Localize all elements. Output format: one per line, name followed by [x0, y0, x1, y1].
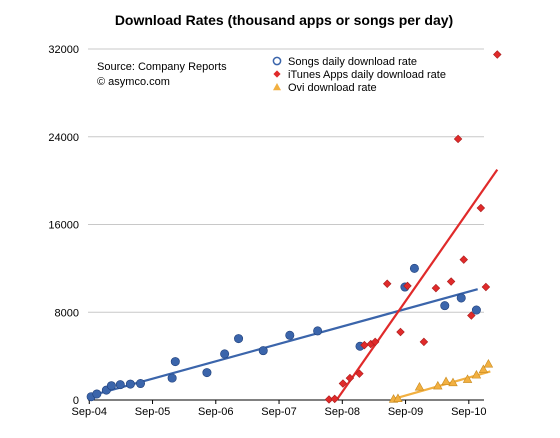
- legend-circle-icon: [272, 56, 282, 66]
- song-point: [440, 301, 450, 311]
- song-point: [115, 380, 125, 390]
- song-point: [234, 334, 244, 344]
- x-tick-label: Sep-07: [261, 406, 296, 418]
- app-point: [459, 255, 468, 264]
- ovi-point: [478, 364, 489, 373]
- song-point: [170, 357, 180, 367]
- app-point: [382, 279, 392, 288]
- app-point: [453, 134, 463, 144]
- chart-grid: [88, 48, 484, 313]
- x-tick-label: Sep-04: [72, 406, 107, 418]
- y-tick-label: 16000: [48, 220, 79, 232]
- song-point: [220, 349, 230, 359]
- app-point: [493, 50, 502, 59]
- ovi-point: [433, 380, 443, 390]
- x-tick-label: Sep-09: [388, 406, 423, 418]
- ovi-point: [414, 382, 425, 391]
- song-point: [285, 330, 295, 340]
- app-point: [481, 282, 491, 292]
- legend-label: Ovi download rate: [288, 82, 377, 94]
- legend-label: iTunes Apps daily download rate: [288, 69, 446, 81]
- chart-axes: 0 8000 16000 24000 32000 Sep-04 Sep-05 Sep-06 Se…: [48, 44, 486, 418]
- ovi-point: [448, 377, 458, 387]
- x-tick-label: Sep-08: [325, 406, 360, 418]
- app-point: [330, 394, 339, 404]
- legend-diamond-icon: [273, 70, 281, 78]
- app-point: [419, 337, 429, 347]
- song-point: [167, 373, 177, 383]
- app-point: [345, 373, 355, 383]
- song-point: [313, 326, 323, 336]
- song-point: [136, 379, 146, 389]
- copyright-note: © asymco.com: [97, 76, 170, 88]
- legend-label: Songs daily download rate: [288, 56, 417, 68]
- app-point: [403, 281, 412, 291]
- source-notes: Source: Company Reports © asymco.com: [97, 61, 227, 88]
- song-point: [471, 305, 481, 315]
- legend-triangle-icon: [273, 83, 281, 91]
- app-point: [467, 311, 476, 320]
- chart-title: Download Rates (thousand apps or songs p…: [115, 12, 453, 28]
- y-tick-label: 24000: [48, 132, 79, 144]
- song-point: [258, 346, 268, 356]
- song-point: [92, 389, 102, 399]
- source-note: Source: Company Reports: [97, 61, 227, 73]
- y-tick-label: 32000: [48, 44, 79, 56]
- x-tick-label: Sep-05: [135, 406, 170, 418]
- app-point: [355, 369, 364, 378]
- app-point: [431, 283, 441, 293]
- song-point: [106, 381, 116, 391]
- ovi-point: [393, 393, 403, 403]
- trendline: [335, 169, 499, 401]
- ovi-point: [462, 374, 473, 383]
- x-tick-label: Sep-10: [451, 406, 486, 418]
- ovi-point: [441, 376, 451, 386]
- ovi-point: [471, 369, 482, 379]
- song-point: [202, 368, 212, 378]
- app-point: [476, 203, 486, 213]
- song-point: [125, 379, 135, 389]
- app-point: [396, 327, 405, 337]
- y-tick-label: 0: [73, 395, 79, 407]
- trendline: [90, 288, 478, 397]
- song-point: [456, 293, 466, 303]
- app-point: [446, 277, 456, 286]
- y-tick-label: 8000: [55, 307, 79, 319]
- app-point: [370, 337, 380, 347]
- app-point: [338, 379, 348, 388]
- data-points: [86, 50, 502, 404]
- x-tick-label: Sep-06: [198, 406, 233, 418]
- ovi-point: [483, 358, 494, 368]
- song-point: [409, 263, 419, 273]
